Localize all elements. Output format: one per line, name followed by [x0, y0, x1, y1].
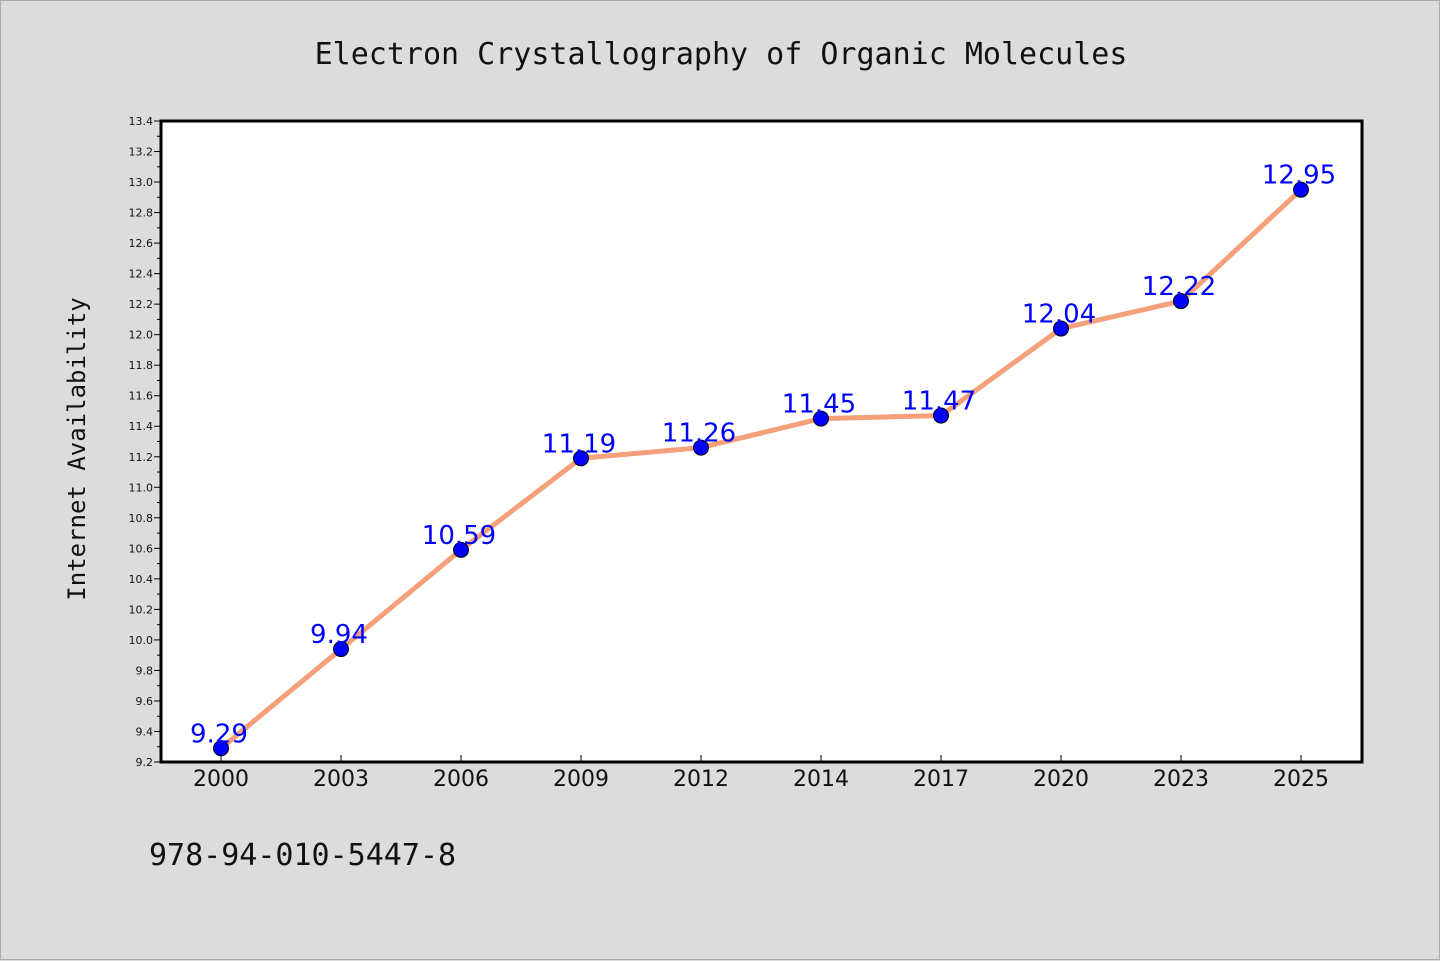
y-tick-label: 10.2	[129, 603, 154, 616]
plot-area	[159, 119, 1364, 764]
data-labels-layer: 9.29 9.94 10.59 11.19 11.26 11.45 11.47 12.04 12…	[190, 161, 1336, 750]
y-tick-label: 10.4	[129, 573, 154, 586]
y-tick-label: 9.6	[136, 695, 154, 708]
x-axis: 2000 2003 2006 2009 2012 2014 2017 2020 2023 2025	[193, 755, 1329, 792]
data-point	[1293, 181, 1309, 198]
y-tick-label: 12.4	[129, 268, 154, 281]
y-tick-label: 10.6	[129, 542, 154, 555]
data-label: 12.95	[1262, 161, 1336, 191]
data-point	[693, 439, 709, 456]
x-tick-label: 2023	[1153, 767, 1209, 792]
y-tick-label: 11.0	[129, 481, 154, 494]
y-tick-label: 13.0	[129, 176, 154, 189]
y-tick-label: 10.0	[129, 634, 154, 647]
data-label: 11.19	[542, 429, 616, 459]
data-label: 9.94	[310, 620, 368, 650]
series-line	[218, 187, 1304, 751]
y-axis-label: Internet Availability	[63, 297, 91, 600]
data-label: 9.29	[190, 719, 248, 749]
y-tick-label: 9.8	[136, 664, 154, 677]
data-point	[573, 450, 589, 467]
y-tick-label: 11.2	[129, 451, 154, 464]
y-tick-label: 12.8	[129, 207, 154, 220]
x-tick-label: 2000	[193, 767, 249, 792]
x-tick-label: 2006	[433, 767, 489, 792]
y-tick-label: 12.6	[129, 237, 154, 250]
data-label: 11.45	[782, 390, 856, 420]
chart-title: Electron Crystallography of Organic Mole…	[315, 37, 1128, 72]
y-tick-label: 11.6	[129, 390, 154, 403]
y-tick-label: 9.2	[136, 756, 154, 769]
y-tick-label: 11.8	[129, 359, 154, 372]
y-tick-label: 13.2	[129, 146, 154, 159]
data-point	[1053, 320, 1069, 337]
y-tick-label: 11.4	[129, 420, 154, 433]
x-tick-label: 2009	[553, 767, 609, 792]
x-tick-label: 2025	[1273, 767, 1329, 792]
y-tick-label: 12.2	[129, 298, 154, 311]
data-label: 12.04	[1022, 300, 1096, 330]
data-label: 11.26	[662, 419, 736, 449]
data-label: 11.47	[902, 387, 976, 417]
data-point	[813, 410, 829, 427]
data-point	[333, 641, 349, 658]
data-point	[1173, 293, 1189, 310]
y-tick-label: 12.0	[129, 329, 154, 342]
x-tick-label: 2003	[313, 767, 369, 792]
data-label: 10.59	[422, 521, 496, 551]
data-point	[933, 407, 949, 424]
x-tick-label: 2014	[793, 767, 849, 792]
y-tick-label: 9.4	[136, 725, 154, 738]
data-label: 12.22	[1142, 272, 1216, 302]
data-point	[213, 740, 229, 757]
data-point	[453, 541, 469, 558]
y-axis: 9.2 9.4 9.6 9.8 10.0 10.2 10.4 10.6 10.8 11.0 11.2…	[129, 115, 161, 769]
x-tick-label: 2017	[913, 767, 969, 792]
y-tick-label: 10.8	[129, 512, 154, 525]
footer-isbn: 978-94-010-5447-8	[149, 838, 456, 873]
y-tick-label: 13.4	[129, 115, 154, 128]
series-layer	[213, 181, 1309, 757]
x-tick-label: 2020	[1033, 767, 1089, 792]
x-tick-label: 2012	[673, 767, 729, 792]
